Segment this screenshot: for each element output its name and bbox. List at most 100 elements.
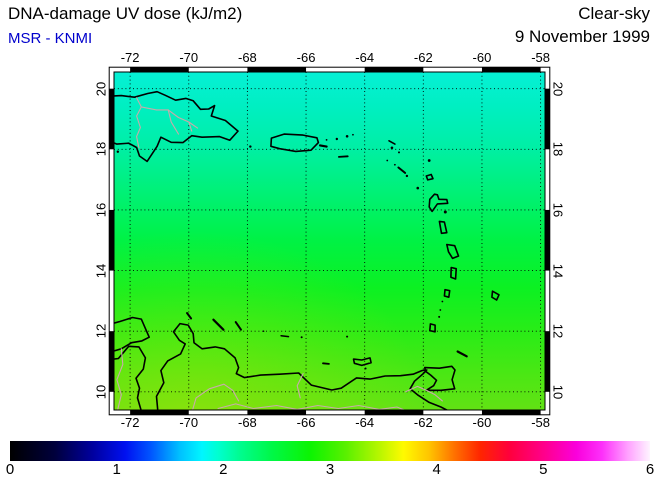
coast-st-kitts: [397, 166, 407, 174]
lon-tick-bottom: -64: [355, 415, 375, 430]
lat-tick-right: 10: [550, 384, 566, 400]
border-haiti-dr-border: [136, 97, 142, 149]
uv-field: [114, 72, 545, 410]
map-panel: -72 -72 -70 -70 -68 -68 -66 -66 -64 -64 -62 -62 -60 -…: [94, 51, 566, 429]
coast-st-croix: [338, 155, 349, 158]
colorbar-tick-label: 4: [432, 461, 441, 478]
colorbar-tick-label: 6: [645, 461, 655, 478]
lat-tick-right: 20: [550, 81, 566, 96]
page-title: DNA-damage UV dose (kJ/m2): [8, 4, 243, 23]
lon-tick-top: -68: [237, 50, 257, 65]
border-orinoco-delta: [405, 385, 443, 402]
lon-tick-bottom: -68: [237, 415, 257, 430]
colorbar-labels: 0 1 2 3 4 5 6: [6, 461, 654, 479]
lon-tick-bottom: -62: [413, 415, 433, 430]
coast-vieques: [319, 144, 328, 148]
coast-puerto-rico: [270, 133, 320, 153]
coast-curacao: [212, 318, 225, 331]
coast-martinique: [446, 243, 460, 260]
island-canouan: [439, 309, 442, 311]
coast-tobago: [456, 350, 468, 358]
colorbar-tick-label: 0: [5, 461, 15, 478]
coast-guadeloupe: [428, 193, 449, 213]
lon-tick-bottom: -72: [120, 415, 140, 430]
graticule: [114, 72, 545, 410]
island-la-orchila: [300, 336, 303, 339]
coast-los-roques: [280, 334, 290, 338]
lat-tick-right: 18: [550, 142, 566, 157]
lon-tick-bottom: -70: [179, 415, 199, 430]
island-tortola: [345, 134, 349, 138]
lat-tick-left: 16: [93, 202, 109, 218]
lon-tick-top: -58: [531, 50, 550, 65]
coast-aruba: [186, 312, 193, 320]
coast-anguilla: [388, 140, 396, 145]
island-montserrat: [416, 186, 420, 190]
lon-tick-top: -70: [179, 50, 199, 65]
coast-barbados: [491, 290, 500, 301]
island-carriacou: [438, 315, 441, 318]
border-dr-admin-3: [188, 121, 193, 132]
lat-tick-left: 20: [93, 81, 109, 96]
island-st-eustatius: [393, 163, 396, 166]
coast-margarita: [352, 357, 372, 367]
border-dr-admin-2: [167, 109, 180, 135]
coast-guajira-peninsula: [114, 316, 150, 352]
island-st-barthelemy: [397, 151, 400, 154]
coastlines: [114, 90, 500, 410]
island-barbuda: [427, 159, 431, 162]
date-label: 9 November 1999: [514, 27, 650, 46]
lon-tick-top: -72: [120, 50, 140, 65]
map-frame: [108, 66, 551, 416]
lon-tick-top: -62: [413, 50, 433, 65]
colorbar-tick-label: 2: [219, 461, 228, 478]
data-source-label: MSR - KNMI: [8, 30, 93, 47]
island-coche: [364, 367, 367, 370]
colorbar-tick-label: 3: [325, 461, 335, 478]
lon-tick-top: -64: [355, 50, 375, 65]
island-bequia: [441, 300, 444, 303]
lon-tick-bottom: -66: [296, 415, 316, 430]
island-saba: [386, 159, 389, 162]
coast-hispaniola: [114, 90, 239, 163]
island-las-aves: [262, 330, 265, 332]
island-nevis: [405, 174, 409, 178]
map-canvas: [108, 66, 551, 416]
coast-trinidad: [424, 365, 456, 392]
island-la-blanquilla: [346, 335, 349, 338]
island-marie-galante: [443, 210, 447, 214]
lon-tick-top: -66: [296, 50, 316, 65]
border-colombia-venezuela-border: [116, 348, 124, 410]
colorbar: [10, 441, 650, 461]
lat-tick-left: 18: [93, 142, 109, 157]
colorbar-tick-label: 5: [539, 461, 548, 478]
coast-maracaibo-west-coast: [114, 345, 147, 410]
coast-venezuela-coast: [155, 322, 449, 410]
border-dr-admin-1: [140, 106, 199, 129]
island-mona: [249, 145, 252, 148]
coast-st-vincent: [443, 288, 451, 298]
coast-st-lucia: [450, 266, 457, 280]
lat-tick-right: 14: [550, 263, 566, 278]
coast-grenada: [429, 323, 436, 333]
sky-condition-label: Clear-sky: [578, 4, 650, 23]
island-st-martin: [390, 146, 394, 150]
lat-tick-left: 10: [93, 384, 109, 400]
lon-tick-top: -60: [472, 50, 492, 65]
coast-la-tortuga: [322, 362, 330, 365]
border-venezuela-river-1: [217, 403, 406, 410]
lat-tick-right: 12: [550, 323, 566, 339]
lat-tick-left: 12: [93, 323, 109, 339]
colorbar-tick-label: 1: [112, 461, 121, 478]
coast-dominica: [438, 220, 448, 235]
island-virgin-gorda: [352, 133, 354, 136]
lat-tick-left: 14: [93, 263, 109, 278]
island-ile-a-vache: [116, 150, 120, 153]
island-culebra: [325, 139, 328, 141]
lon-tick-bottom: -60: [472, 415, 492, 430]
border-venezuela-river-2: [192, 383, 240, 410]
lat-tick-right: 16: [550, 202, 566, 218]
island-st-thomas: [335, 137, 339, 141]
coast-bonaire: [234, 321, 242, 331]
coast-antigua: [425, 173, 434, 181]
